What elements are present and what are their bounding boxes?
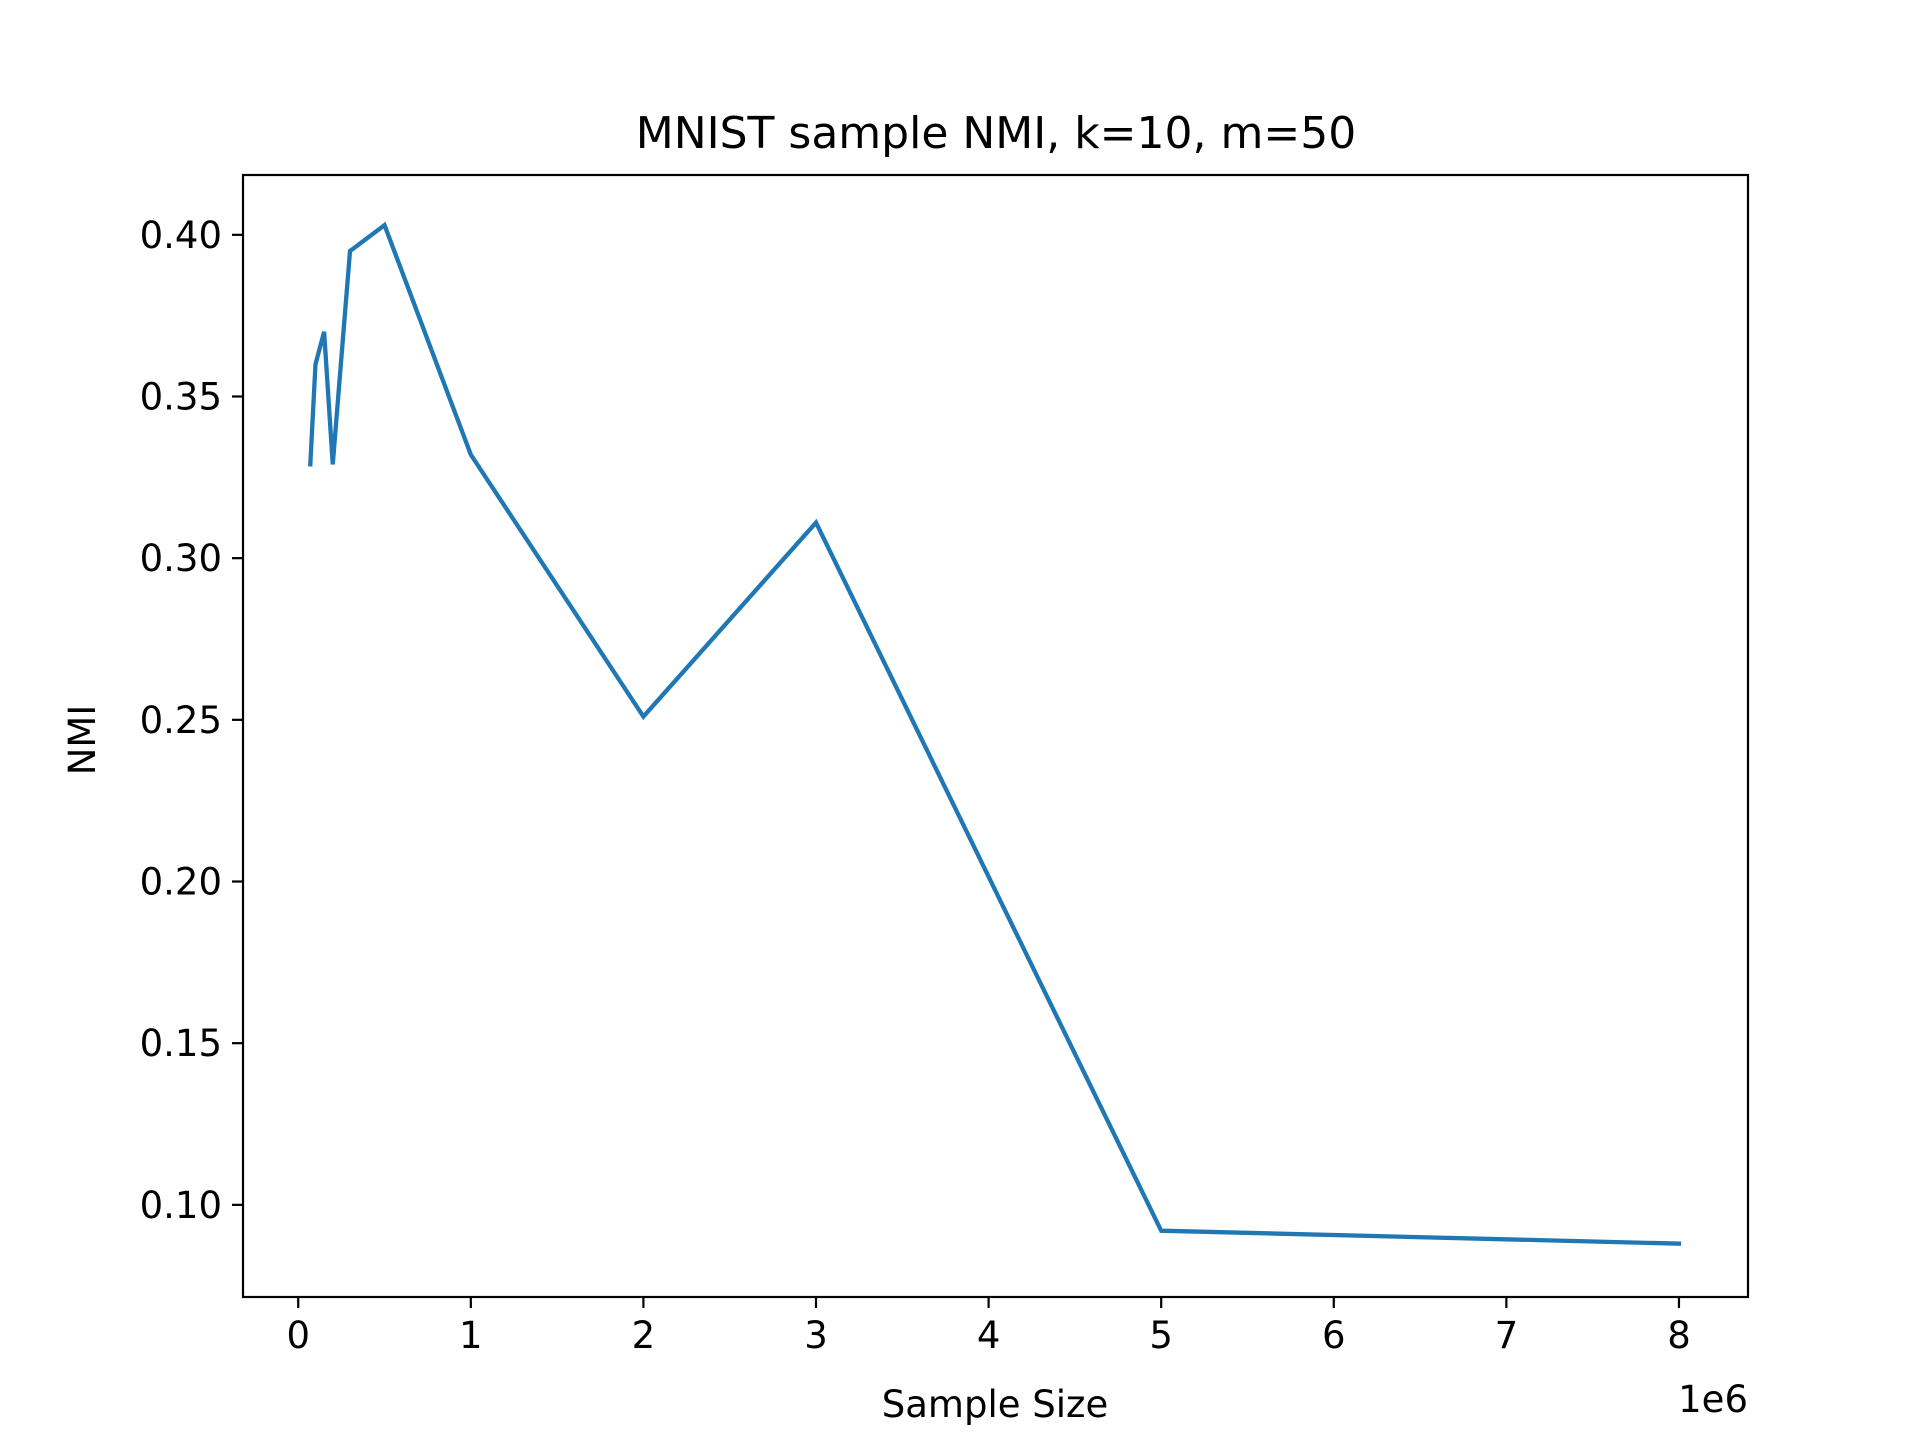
x-axis: 0 1 2 3 4 5 6 7 8 bbox=[286, 1297, 1691, 1357]
y-tick-label: 0.20 bbox=[140, 861, 222, 904]
x-tick-label: 5 bbox=[1149, 1314, 1173, 1357]
x-axis-label: Sample Size bbox=[882, 1383, 1108, 1426]
x-tick-label: 3 bbox=[804, 1314, 828, 1357]
x-tick-label: 7 bbox=[1495, 1314, 1519, 1357]
y-tick-label: 0.10 bbox=[140, 1184, 222, 1227]
chart-title: MNIST sample NMI, k=10, m=50 bbox=[636, 108, 1356, 159]
plot-area bbox=[308, 221, 1682, 1246]
y-tick-label: 0.30 bbox=[140, 537, 222, 580]
y-tick-label: 0.40 bbox=[140, 214, 222, 257]
x-axis-offset-label: 1e6 bbox=[1678, 1378, 1748, 1421]
series-line bbox=[308, 221, 1682, 1246]
x-tick-label: 6 bbox=[1322, 1314, 1346, 1357]
axes-frame bbox=[241, 173, 1750, 1299]
x-tick-label: 0 bbox=[286, 1314, 310, 1357]
y-tick-label: 0.15 bbox=[140, 1022, 222, 1065]
y-tick-label: 0.35 bbox=[140, 375, 222, 418]
y-tick-label: 0.25 bbox=[140, 699, 222, 742]
x-tick-label: 4 bbox=[977, 1314, 1001, 1357]
x-tick-label: 2 bbox=[632, 1314, 656, 1357]
x-tick-label: 8 bbox=[1667, 1314, 1691, 1357]
y-axis-label: NMI bbox=[61, 705, 104, 776]
x-tick-label: 1 bbox=[459, 1314, 483, 1357]
y-axis: 0.10 0.15 0.20 0.25 0.30 0.35 0.40 bbox=[140, 214, 243, 1227]
